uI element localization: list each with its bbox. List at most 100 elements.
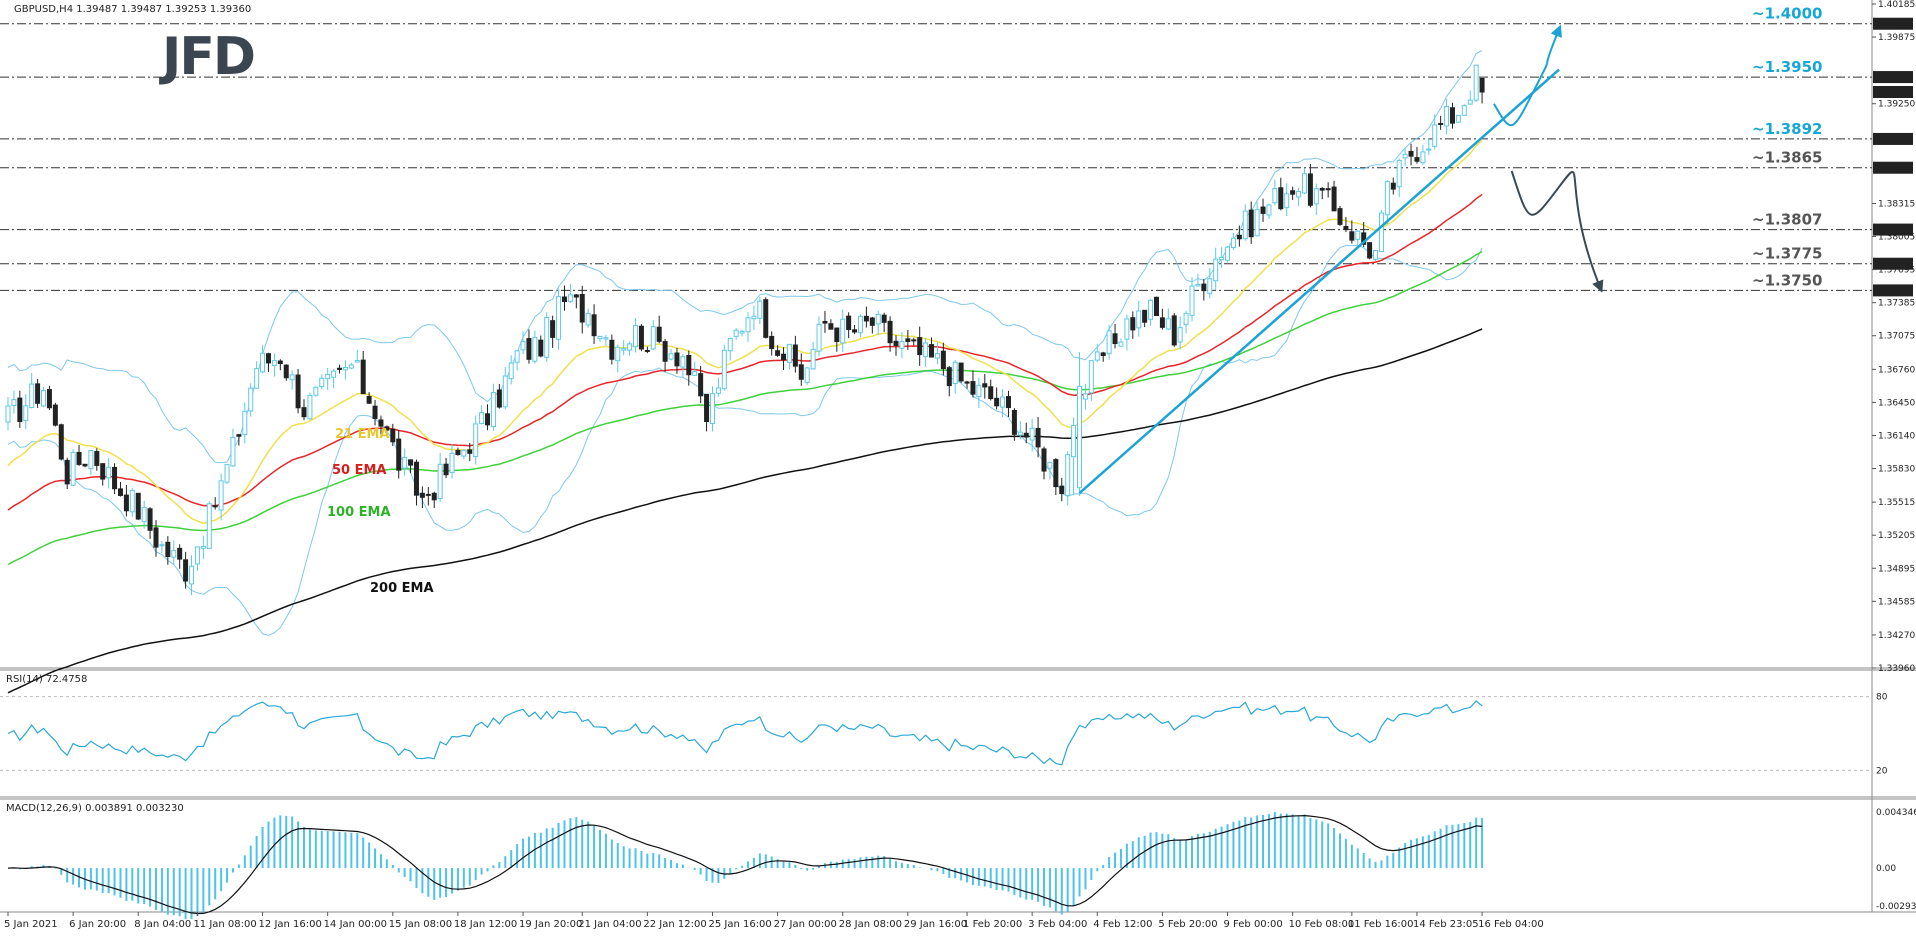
candle-body [1266,204,1272,216]
candle-body [763,299,769,338]
candle-body [1077,385,1083,489]
candle-body [29,383,35,409]
level-label: ~1.3807 [1752,211,1822,229]
level-price-tag [1873,257,1913,270]
candle-body [58,424,64,460]
candle-body [461,449,467,457]
candle-body [556,296,562,340]
candle-body [1023,432,1029,438]
candle-body [934,352,940,359]
candle-body [1426,148,1432,151]
current-price-text: 1.39360 [1876,88,1913,98]
time-tick-label: 14 Feb 23:05 [1413,919,1479,930]
time-tick-label: 9 Feb 00:00 [1224,919,1283,930]
candle-body [242,410,248,436]
price-tick-label: 1.35205 [1878,531,1915,541]
candle-body [1071,425,1077,458]
candle-body [1136,310,1142,329]
annotations: 21 EMA 50 EMA 100 EMA 200 EMA [327,24,1604,596]
candle-body [1438,122,1444,125]
candle-body [857,315,863,334]
candle-body [490,392,496,427]
candle-body [751,315,757,320]
candle-body [455,449,461,456]
candle-body [846,315,852,330]
level-price-tag-text: 1.37500 [1876,286,1913,296]
bollinger-bands [7,50,1483,636]
candle-body [1153,296,1159,316]
candle-body [579,294,585,323]
candle-body [893,340,899,346]
candle-body [1106,330,1112,355]
candle-body [786,343,792,363]
time-tick-label: 14 Jan 00:00 [324,919,387,930]
candle-body [64,459,70,485]
price-tick-label: 1.35830 [1878,465,1915,475]
rsi-label: RSI(14) 72.4758 [6,674,87,685]
macd-label: MACD(12,26,9) 0.003891 0.003230 [6,803,184,814]
candle-body [538,339,544,357]
candle-body [177,547,183,560]
candle-body [1473,64,1479,101]
time-tick-label: 16 Feb 04:00 [1478,919,1544,930]
candle-body [159,544,165,547]
candle-body [644,349,650,352]
candle-body [378,419,384,427]
candle-body [585,313,591,326]
candle-body [1065,454,1071,497]
candle-body [301,407,307,418]
level-label: ~1.3950 [1752,58,1822,76]
candle-body [1112,333,1118,345]
candle-body [550,320,556,338]
candle-body [1384,181,1390,216]
candle-body [1142,309,1148,323]
time-tick-label: 21 Jan 04:00 [578,919,641,930]
candle-body [798,364,804,380]
price-tick-label: 1.40185 [1878,0,1915,10]
candle-body [1396,159,1402,188]
candle-body [1047,461,1053,469]
candle-body [1319,187,1325,191]
candle-body [633,324,639,348]
candle-body [828,323,834,330]
candle-body [354,360,360,363]
time-tick-label: 5 Feb 20:00 [1158,919,1217,930]
candle-body [313,386,319,396]
candle-body [1355,230,1361,240]
time-tick-label: 19 Jan 20:00 [519,919,582,930]
candle-body [408,459,414,466]
candle-body [514,350,520,363]
candle-body [698,373,704,397]
time-tick-label: 25 Jan 16:00 [708,919,771,930]
candle-body [1402,153,1408,159]
candle-body [988,386,994,400]
candle-body [1414,157,1420,162]
candle-body [135,492,141,520]
time-tick-label: 15 Jan 08:00 [389,919,452,930]
level-label: ~1.4000 [1752,5,1822,23]
candle-body [567,294,573,303]
bollinger-lower [7,244,1483,636]
rsi-tick-20: 20 [1876,766,1888,776]
candle-body [230,436,236,467]
candle-body [852,329,858,333]
candle-body [1272,188,1278,204]
rsi-panel: RSI(14) 72.4758 80 20 [0,674,1888,776]
candle-body [425,493,431,496]
candle-body [76,451,82,465]
candle-body [449,452,455,473]
candle-body [875,313,881,325]
projection-up-arrow [1493,24,1562,126]
price-tick-label: 1.37075 [1878,332,1915,342]
candle-body [1118,341,1124,347]
axes: 1.40185 1.39875 1.39250 1.38315 1.38005 1.376… [4,0,1915,930]
candle-body [52,404,58,426]
candle-body [1367,242,1373,259]
candle-body [1189,285,1195,316]
candle-body [721,349,727,390]
ema-100-label: 100 EMA [327,505,391,520]
rsi-tick-80: 80 [1876,693,1888,703]
candle-body [532,336,538,362]
candle-body [869,317,875,326]
